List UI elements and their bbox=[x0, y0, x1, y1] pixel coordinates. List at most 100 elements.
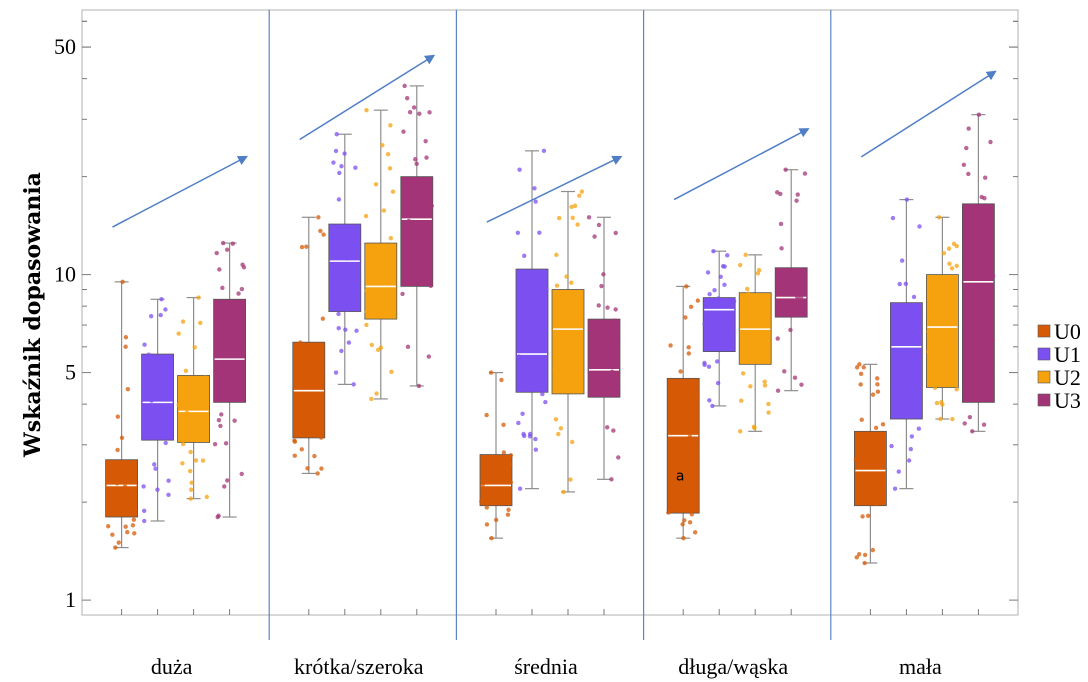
data-point bbox=[341, 304, 347, 310]
data-point bbox=[543, 399, 548, 405]
data-point bbox=[859, 417, 864, 422]
data-point bbox=[702, 360, 707, 366]
data-point bbox=[515, 354, 521, 360]
data-point bbox=[911, 327, 917, 332]
y-tick-label: 5 bbox=[65, 360, 76, 385]
data-point bbox=[898, 407, 903, 412]
trend-arrow bbox=[673, 128, 810, 201]
data-point bbox=[721, 345, 726, 351]
data-point bbox=[711, 249, 716, 254]
data-point bbox=[570, 310, 576, 316]
data-point bbox=[305, 466, 310, 471]
data-point bbox=[115, 414, 121, 419]
data-point bbox=[561, 489, 566, 495]
data-point bbox=[969, 384, 975, 389]
data-point bbox=[694, 395, 700, 401]
data-point bbox=[680, 456, 686, 461]
data-point bbox=[198, 320, 203, 326]
data-point bbox=[346, 340, 352, 345]
data-point bbox=[605, 305, 610, 310]
data-point bbox=[611, 428, 616, 433]
legend-swatch bbox=[1037, 347, 1051, 361]
data-point bbox=[110, 532, 115, 537]
data-point bbox=[181, 438, 186, 443]
box-body bbox=[515, 268, 549, 393]
data-point bbox=[336, 197, 342, 202]
data-point bbox=[501, 450, 507, 455]
data-point bbox=[738, 429, 743, 434]
data-point bbox=[707, 398, 712, 403]
data-point bbox=[189, 487, 194, 492]
data-point bbox=[610, 322, 615, 327]
data-point bbox=[901, 370, 907, 376]
data-point bbox=[965, 254, 970, 260]
data-point bbox=[406, 218, 412, 224]
data-point bbox=[793, 285, 799, 291]
data-point bbox=[715, 380, 721, 386]
box-body bbox=[105, 459, 138, 518]
data-point bbox=[751, 345, 757, 351]
data-point bbox=[383, 313, 389, 319]
data-point bbox=[950, 416, 955, 422]
data-point bbox=[743, 358, 748, 364]
data-point bbox=[400, 291, 405, 297]
data-point bbox=[762, 379, 767, 384]
data-point bbox=[521, 431, 526, 437]
data-point bbox=[747, 309, 752, 314]
data-point bbox=[900, 380, 906, 385]
data-point bbox=[340, 291, 346, 296]
trend-arrow bbox=[486, 155, 623, 223]
data-point bbox=[961, 162, 967, 167]
data-point bbox=[689, 478, 695, 484]
data-point bbox=[315, 471, 320, 476]
data-point bbox=[564, 339, 569, 344]
data-point bbox=[941, 250, 947, 256]
data-point bbox=[970, 429, 975, 434]
data-point bbox=[376, 313, 382, 319]
data-point bbox=[788, 327, 793, 333]
data-point bbox=[706, 364, 712, 369]
data-point bbox=[298, 340, 303, 345]
data-point bbox=[988, 368, 993, 374]
data-point bbox=[599, 283, 604, 289]
data-point bbox=[967, 228, 973, 234]
legend-label: U3 bbox=[1054, 388, 1081, 413]
data-point bbox=[616, 386, 621, 391]
box-U2-1 bbox=[364, 109, 398, 400]
data-point bbox=[155, 487, 160, 492]
data-point bbox=[381, 208, 387, 213]
data-point bbox=[795, 192, 800, 197]
data-point bbox=[166, 478, 171, 483]
data-point bbox=[331, 160, 336, 165]
data-point bbox=[692, 530, 698, 535]
data-point bbox=[390, 189, 396, 194]
data-point bbox=[122, 484, 128, 489]
data-point bbox=[142, 342, 147, 347]
data-point bbox=[389, 369, 394, 374]
data-point bbox=[508, 453, 514, 458]
data-point bbox=[380, 142, 385, 148]
data-point bbox=[484, 412, 489, 418]
data-point bbox=[744, 332, 749, 337]
data-point bbox=[232, 313, 237, 318]
data-point bbox=[932, 385, 938, 390]
data-point bbox=[220, 240, 226, 246]
data-point bbox=[990, 337, 995, 343]
data-point bbox=[554, 252, 559, 258]
data-point bbox=[183, 368, 189, 374]
box-U0-4 bbox=[854, 363, 887, 564]
data-point bbox=[225, 478, 230, 483]
data-point bbox=[903, 281, 909, 287]
box-body bbox=[666, 377, 700, 514]
data-point bbox=[401, 129, 406, 134]
data-point bbox=[776, 282, 782, 287]
data-point bbox=[725, 253, 730, 258]
data-point bbox=[336, 325, 341, 331]
data-point bbox=[411, 105, 417, 110]
data-point bbox=[553, 417, 559, 422]
box-body bbox=[479, 454, 513, 507]
data-point bbox=[568, 477, 573, 482]
data-point bbox=[146, 352, 151, 357]
